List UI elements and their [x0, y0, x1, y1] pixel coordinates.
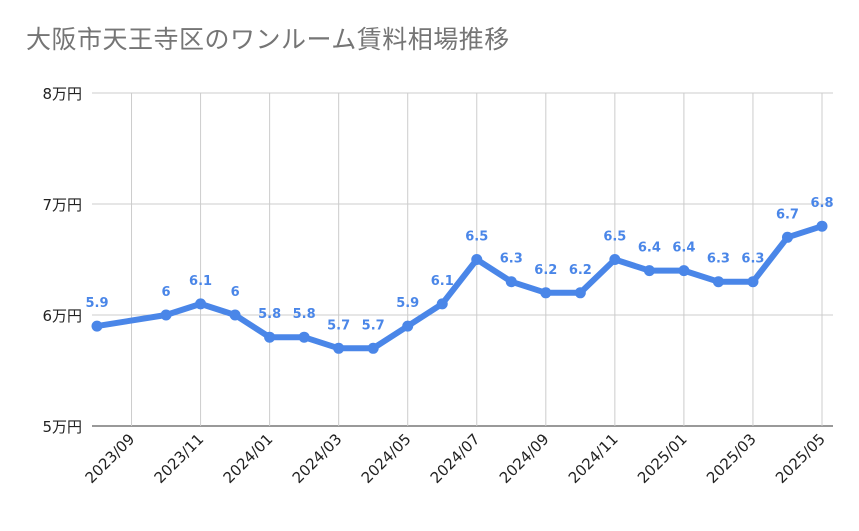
y-tick-label: 8万円: [42, 85, 82, 103]
data-label: 6.4: [638, 241, 661, 256]
data-label: 5.7: [362, 318, 385, 333]
data-point: [678, 265, 690, 277]
x-tick-label: 2024/03: [289, 430, 346, 487]
x-tick-label: 2024/05: [358, 430, 415, 487]
data-point: [609, 254, 621, 265]
data-point: [574, 287, 586, 299]
data-label: 6.1: [189, 274, 212, 289]
x-tick-label: 2023/09: [82, 430, 139, 487]
data-label: 6: [231, 285, 240, 300]
data-point: [402, 320, 414, 332]
x-tick-label: 2024/01: [220, 430, 277, 487]
data-label: 5.7: [327, 318, 350, 333]
data-point: [264, 331, 276, 343]
data-point: [471, 254, 483, 265]
data-label: 6: [162, 285, 171, 300]
data-point: [333, 342, 345, 354]
data-point: [91, 320, 103, 332]
data-label: 6.3: [500, 252, 523, 267]
data-label: 6.5: [603, 230, 626, 245]
data-label: 6.2: [569, 263, 592, 278]
x-tick-label: 2025/03: [703, 430, 760, 487]
x-tick-label: 2025/01: [634, 430, 691, 487]
x-tick-label: 2024/07: [427, 430, 484, 487]
data-point: [298, 331, 310, 343]
data-point: [229, 309, 241, 321]
data-point: [505, 276, 517, 288]
x-tick-label: 2023/11: [151, 430, 208, 487]
data-point: [712, 276, 724, 288]
data-point: [540, 287, 552, 299]
x-tick-label: 2024/09: [496, 430, 553, 487]
data-label: 5.9: [396, 296, 419, 311]
data-point: [781, 231, 793, 243]
data-label: 5.8: [293, 307, 316, 322]
y-tick-label: 7万円: [42, 196, 82, 214]
data-label: 6.5: [465, 230, 488, 245]
data-point: [436, 298, 448, 310]
data-label: 6.3: [741, 252, 764, 267]
y-tick-label: 6万円: [42, 307, 82, 325]
data-label: 6.4: [672, 241, 695, 256]
data-point: [643, 265, 655, 277]
data-label: 6.3: [707, 252, 730, 267]
data-label: 6.1: [431, 274, 454, 289]
data-point: [160, 309, 172, 321]
x-tick-label: 2025/05: [772, 430, 829, 487]
x-tick-label: 2024/11: [565, 430, 622, 487]
data-label: 6.8: [810, 196, 833, 211]
data-label: 5.8: [258, 307, 281, 322]
data-label: 6.2: [534, 263, 557, 278]
y-tick-label: 5万円: [42, 418, 82, 436]
data-point: [195, 298, 207, 310]
data-label: 5.9: [85, 296, 108, 311]
data-point: [367, 342, 379, 354]
data-point: [747, 276, 759, 288]
chart-title: 大阪市天王寺区のワンルーム賃料相場推移: [26, 25, 510, 54]
data-label: 6.7: [776, 207, 799, 222]
data-point: [816, 220, 828, 232]
